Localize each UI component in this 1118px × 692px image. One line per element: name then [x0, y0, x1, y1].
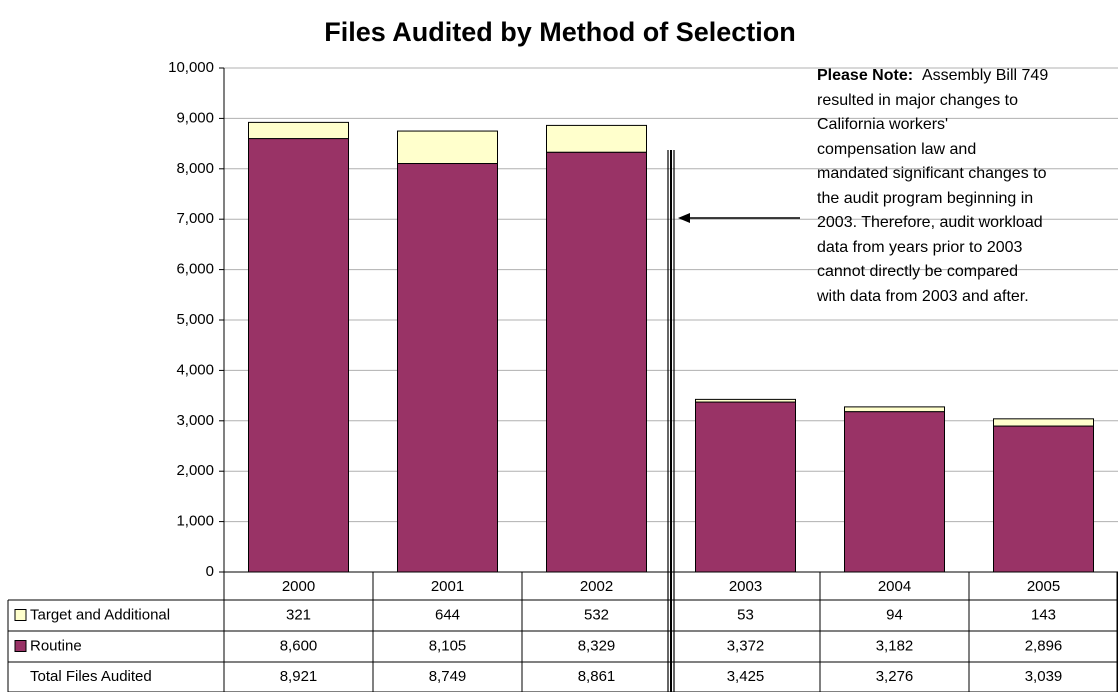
arrow-head	[678, 213, 690, 223]
bar-segment	[993, 425, 1094, 573]
y-tick-label: 3,000	[176, 412, 214, 429]
y-tick-label: 0	[206, 563, 214, 580]
table-total: 8,861	[578, 668, 616, 685]
table-value: 3,182	[876, 637, 914, 654]
note-text: mandated significant changes to	[817, 165, 1047, 182]
note-line: California workers'	[817, 113, 1117, 138]
note-text: resulted in major changes to	[817, 91, 1018, 109]
note: Please Note: Assembly Bill 749 resulted i…	[817, 64, 1117, 309]
bar-segment	[695, 398, 796, 403]
legend-swatch	[14, 640, 27, 652]
table-total: 3,039	[1025, 668, 1063, 685]
bar-segment	[397, 163, 498, 573]
x-tick-label: 2000	[282, 578, 315, 595]
chart-title: Files Audited by Method of Selection	[324, 17, 796, 47]
y-tick-label: 5,000	[176, 311, 214, 328]
note-text: California workers'	[817, 116, 949, 133]
y-tick-label: 1,000	[176, 513, 214, 530]
note-line: the audit program beginning in	[817, 187, 1117, 212]
y-tick-label: 4,000	[176, 361, 214, 378]
table-value: 8,600	[280, 637, 318, 654]
bar-segment	[248, 121, 349, 140]
table-total: 8,921	[280, 668, 318, 685]
bar-segment	[993, 418, 1094, 427]
note-line: cannot directly be compared	[817, 260, 1117, 285]
x-tick-label: 2005	[1027, 578, 1060, 595]
y-tick-label: 6,000	[176, 261, 214, 278]
note-line: mandated significant changes to	[817, 162, 1117, 187]
table-value: 321	[286, 606, 311, 623]
note-text: data from years prior to 2003	[817, 238, 1023, 256]
note-line: compensation law and	[817, 138, 1117, 163]
x-tick-label: 2002	[580, 578, 613, 595]
table-value: 644	[435, 606, 460, 623]
note-line: resulted in major changes to	[817, 89, 1117, 114]
x-tick-label: 2004	[878, 578, 911, 595]
legend-label: Routine	[30, 637, 82, 654]
note-title: Please Note:	[817, 67, 914, 84]
legend-swatch	[14, 609, 27, 621]
bar-segment	[844, 406, 945, 413]
table-value: 2,896	[1025, 637, 1063, 654]
note-text: compensation law and	[817, 140, 977, 158]
y-tick-label: 7,000	[176, 210, 214, 227]
note-line: 2003. Therefore, audit workload	[817, 211, 1117, 236]
bar-segment	[248, 138, 349, 573]
table-row-label: Total Files Audited	[30, 668, 152, 685]
y-tick-label: 10,000	[168, 59, 214, 76]
table-value: 143	[1031, 606, 1056, 623]
bar-segment	[397, 130, 498, 165]
note-text: with data from 2003 and after.	[817, 287, 1029, 305]
note-text: Assembly Bill 749	[921, 67, 1049, 84]
note-text: cannot directly be compared	[817, 263, 1018, 280]
table-value: 94	[886, 606, 903, 623]
bar-segment	[844, 411, 945, 573]
note-line: data from years prior to 2003	[817, 236, 1117, 261]
table-total: 3,276	[876, 668, 914, 685]
note-line: Please Note: Assembly Bill 749	[817, 64, 1117, 89]
table-total: 3,425	[727, 668, 765, 685]
bar-segment	[546, 151, 647, 573]
y-tick-label: 9,000	[176, 109, 214, 126]
x-tick-label: 2001	[431, 578, 464, 595]
y-tick-label: 2,000	[176, 462, 214, 479]
table-value: 532	[584, 606, 609, 623]
table-value: 8,105	[429, 637, 467, 654]
table-total: 8,749	[429, 668, 467, 685]
bar-segment	[695, 401, 796, 573]
table-value: 8,329	[578, 637, 616, 654]
note-text: the audit program beginning in	[817, 189, 1034, 207]
x-tick-label: 2003	[729, 578, 762, 595]
note-text: 2003. Therefore, audit workload	[817, 214, 1043, 231]
note-line: with data from 2003 and after.	[817, 285, 1117, 310]
bar-segment	[546, 124, 647, 153]
table-value: 53	[737, 606, 754, 623]
legend-label: Target and Additional	[30, 606, 170, 623]
table-value: 3,372	[727, 637, 765, 654]
y-tick-label: 8,000	[176, 160, 214, 177]
